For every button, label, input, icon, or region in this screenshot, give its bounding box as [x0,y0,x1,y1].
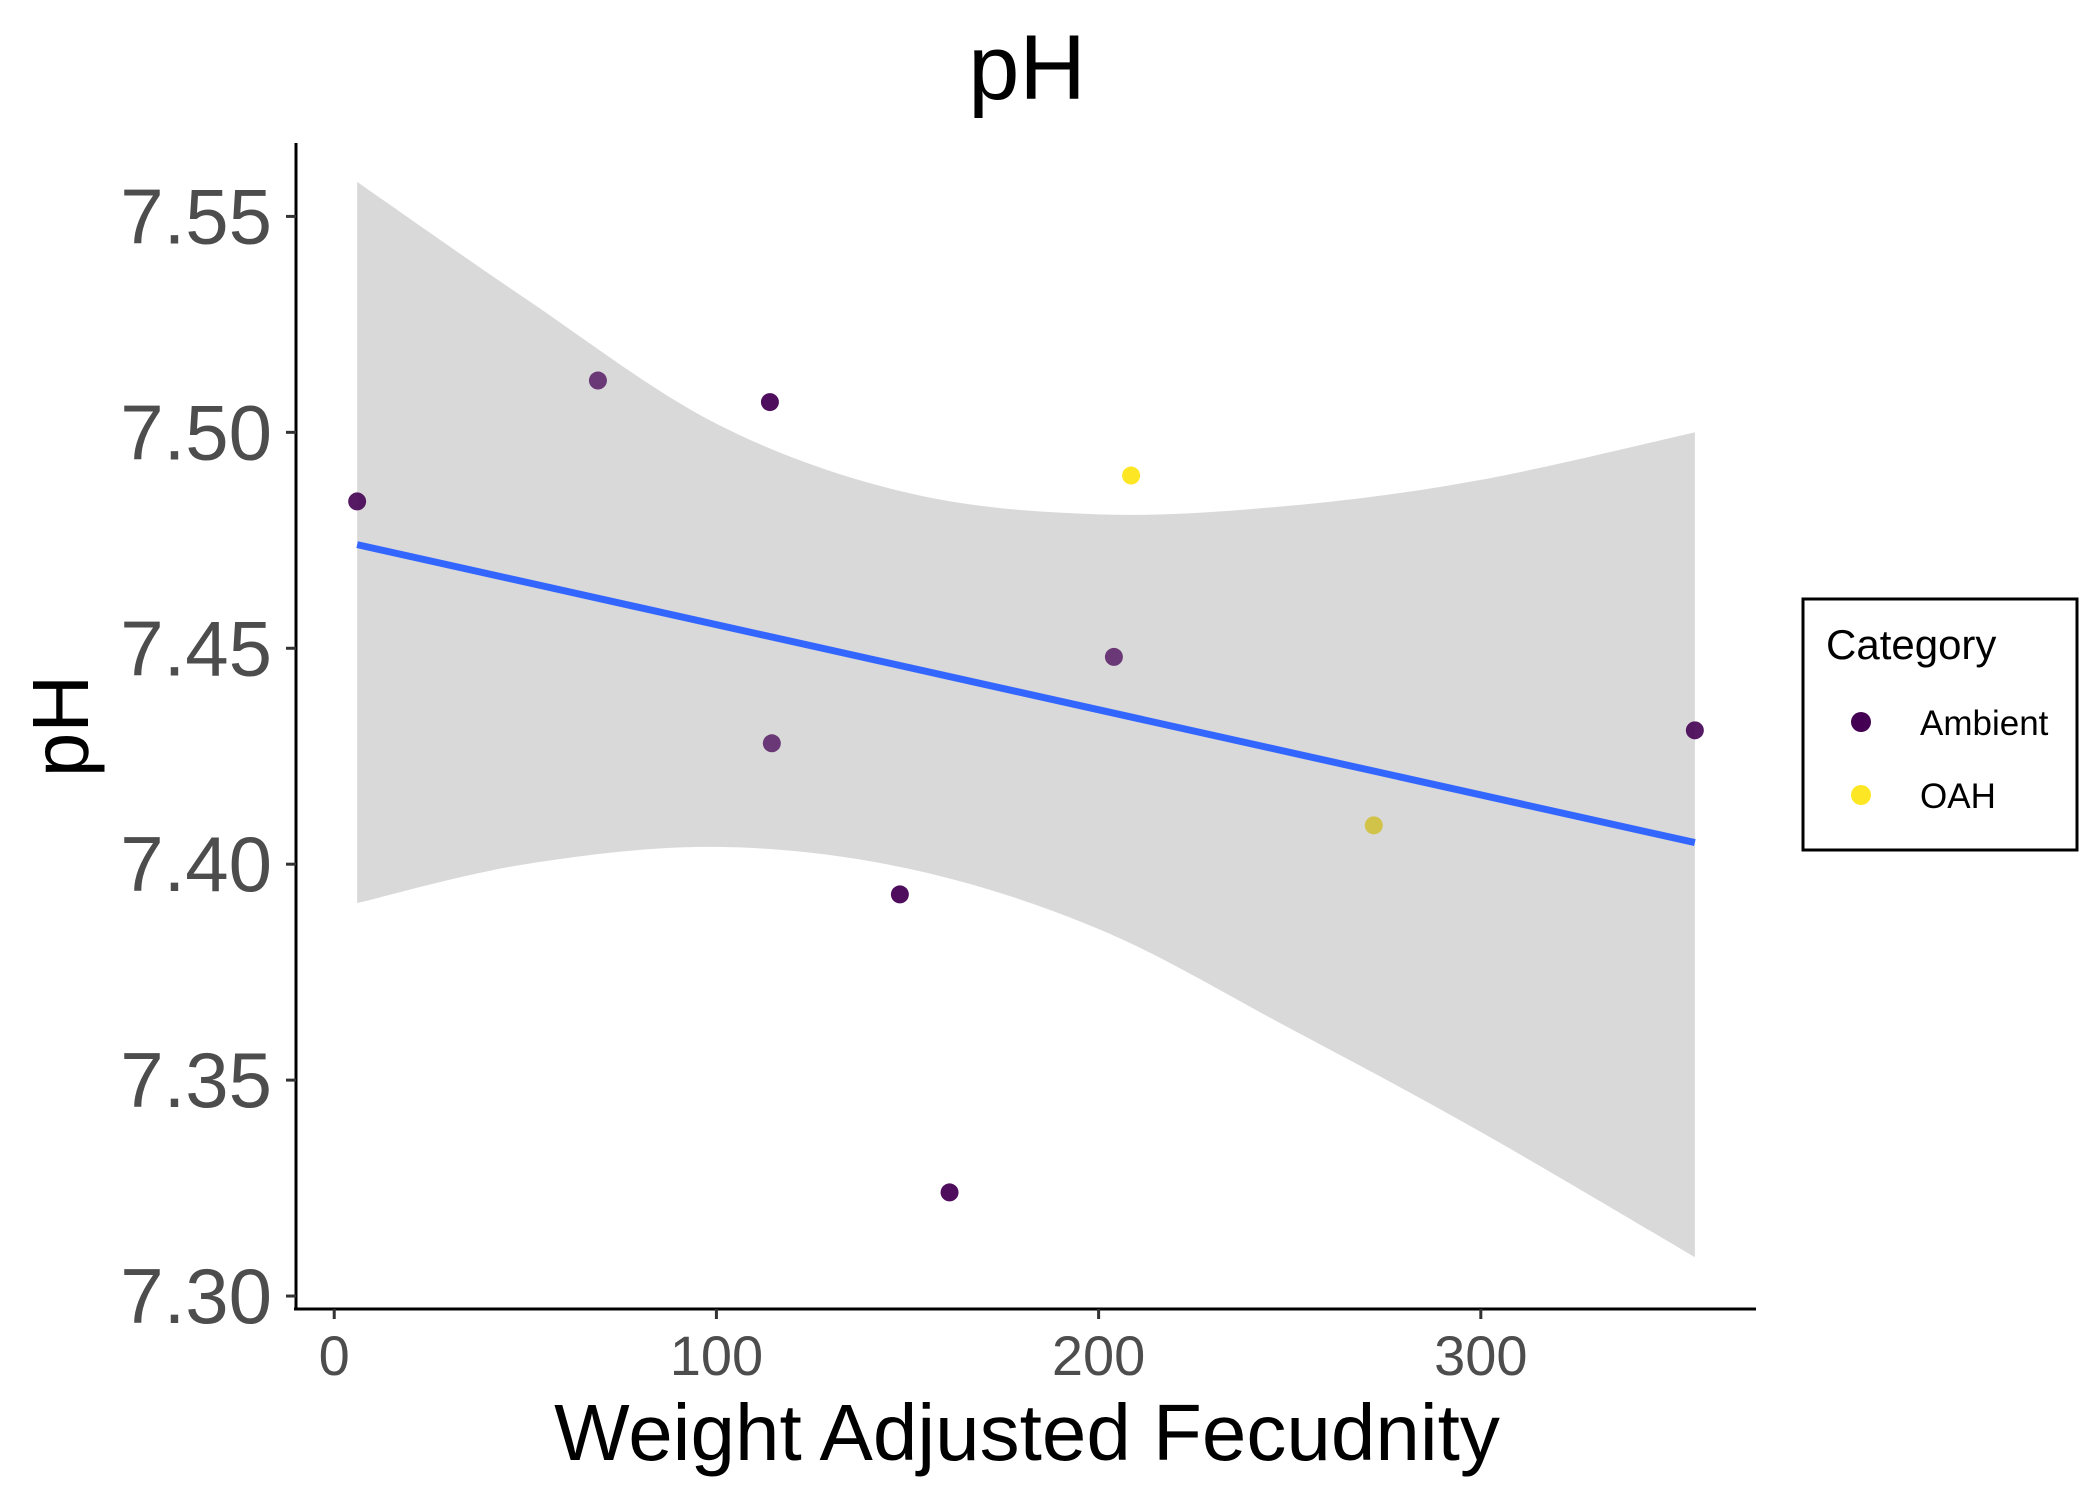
y-tick-label: 7.45 [120,604,272,692]
legend-label-ambient: Ambient [1920,704,2049,743]
y-tick-label: 7.30 [120,1252,272,1340]
y-tick-label: 7.55 [120,172,272,260]
data-point [348,492,367,511]
legend-label-oah: OAH [1920,777,1996,816]
scatter-points [348,371,1704,1202]
x-tick-label: 300 [1434,1324,1527,1387]
data-point [940,1183,959,1202]
y-axis-title: pH [16,675,105,777]
data-point [1364,816,1383,835]
y-axis: 7.30 7.35 7.40 7.45 7.50 7.55 [120,143,298,1340]
legend-box [1801,597,2079,852]
data-point [1122,466,1141,485]
x-tick-label: 200 [1052,1324,1145,1387]
y-tick-label: 7.35 [120,1036,272,1124]
legend-title: Category [1826,621,1996,668]
regression-line [356,541,1696,847]
data-point [760,393,779,412]
legend: Category Ambient OAH [1801,597,2079,852]
plot-area [348,181,1704,1258]
x-axis: 0 100 200 300 [294,1307,1756,1387]
x-tick-label: 100 [670,1324,763,1387]
confidence-band [357,181,1695,1258]
data-point [890,885,909,904]
x-tick-label: 0 [319,1324,350,1387]
data-point [1685,721,1704,740]
chart-title: pH [968,17,1086,119]
data-point [762,734,781,753]
y-tick-label: 7.50 [120,388,272,476]
legend-swatch-oah [1851,785,1871,805]
x-axis-title: Weight Adjusted Fecudnity [554,1388,1500,1477]
y-tick-label: 7.40 [120,820,272,908]
data-point [1104,647,1123,666]
data-point [588,371,607,390]
legend-swatch-ambient [1851,712,1871,732]
